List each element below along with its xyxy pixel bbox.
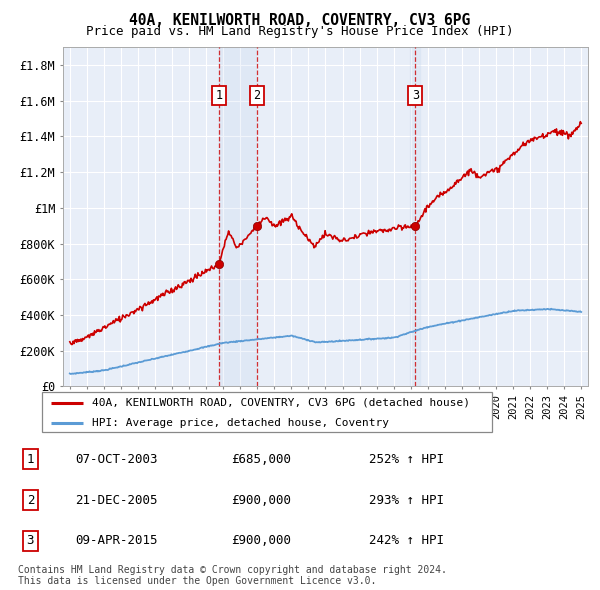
Text: £900,000: £900,000 xyxy=(231,534,291,547)
Text: Price paid vs. HM Land Registry's House Price Index (HPI): Price paid vs. HM Land Registry's House … xyxy=(86,25,514,38)
Text: 242% ↑ HPI: 242% ↑ HPI xyxy=(369,534,444,547)
Bar xyxy=(410,47,421,386)
Bar xyxy=(219,47,257,386)
Text: 1: 1 xyxy=(215,89,223,102)
Text: 2: 2 xyxy=(253,89,260,102)
Text: This data is licensed under the Open Government Licence v3.0.: This data is licensed under the Open Gov… xyxy=(18,576,376,586)
Text: £900,000: £900,000 xyxy=(231,493,291,507)
Text: 21-DEC-2005: 21-DEC-2005 xyxy=(76,493,158,507)
Text: 07-OCT-2003: 07-OCT-2003 xyxy=(76,453,158,466)
Text: 3: 3 xyxy=(26,534,34,547)
Bar xyxy=(415,47,416,386)
Text: 293% ↑ HPI: 293% ↑ HPI xyxy=(369,493,444,507)
FancyBboxPatch shape xyxy=(42,392,492,432)
Text: 3: 3 xyxy=(412,89,419,102)
Text: 09-APR-2015: 09-APR-2015 xyxy=(76,534,158,547)
Text: 1: 1 xyxy=(26,453,34,466)
Text: £685,000: £685,000 xyxy=(231,453,291,466)
Text: 40A, KENILWORTH ROAD, COVENTRY, CV3 6PG (detached house): 40A, KENILWORTH ROAD, COVENTRY, CV3 6PG … xyxy=(92,398,470,408)
Text: 40A, KENILWORTH ROAD, COVENTRY, CV3 6PG: 40A, KENILWORTH ROAD, COVENTRY, CV3 6PG xyxy=(130,13,470,28)
Text: Contains HM Land Registry data © Crown copyright and database right 2024.: Contains HM Land Registry data © Crown c… xyxy=(18,565,447,575)
Text: HPI: Average price, detached house, Coventry: HPI: Average price, detached house, Cove… xyxy=(92,418,389,428)
Text: 2: 2 xyxy=(26,493,34,507)
Text: 252% ↑ HPI: 252% ↑ HPI xyxy=(369,453,444,466)
